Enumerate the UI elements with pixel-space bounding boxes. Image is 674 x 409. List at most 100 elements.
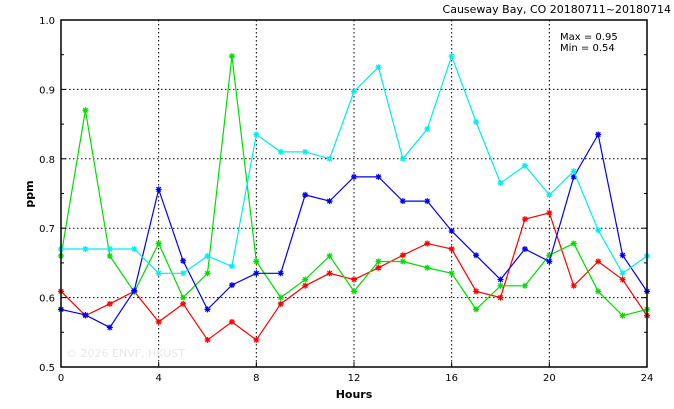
data-point — [521, 162, 528, 169]
data-point — [473, 288, 480, 295]
data-point — [521, 216, 528, 223]
data-point — [595, 258, 602, 265]
y-tick-label: 0.8 — [39, 155, 55, 166]
data-point — [326, 252, 333, 259]
data-point — [106, 252, 113, 259]
chart-title: Causeway Bay, CO 20180711~20180714 — [443, 3, 671, 16]
data-point — [277, 300, 284, 307]
data-point — [131, 246, 138, 253]
data-point — [326, 155, 333, 162]
series-group — [58, 53, 650, 343]
data-point — [253, 270, 260, 277]
data-point — [424, 198, 431, 205]
data-point — [521, 282, 528, 289]
data-point — [570, 173, 577, 180]
data-point — [546, 191, 553, 198]
x-tick-label: 4 — [155, 373, 161, 384]
data-point — [424, 240, 431, 247]
data-point — [375, 173, 382, 180]
data-point — [619, 312, 626, 319]
data-point — [228, 53, 235, 60]
data-point — [228, 263, 235, 270]
y-axis-label: ppm — [23, 180, 36, 207]
data-point — [448, 246, 455, 253]
data-point — [180, 270, 187, 277]
data-point — [595, 227, 602, 234]
y-tick-label: 0.7 — [39, 224, 55, 235]
data-point — [497, 276, 504, 283]
axis-ticks: 0 4 8 12 16 20 24 0.5 0.6 0.7 0.8 0.9 1.0 — [39, 16, 653, 384]
data-point — [424, 264, 431, 271]
data-point — [473, 119, 480, 126]
grid — [61, 20, 647, 367]
data-point — [204, 270, 211, 277]
data-point — [253, 336, 260, 343]
data-point — [180, 300, 187, 307]
x-tick-label: 24 — [641, 373, 654, 384]
data-point — [619, 270, 626, 277]
data-point — [326, 270, 333, 277]
data-point — [399, 252, 406, 259]
data-point — [351, 173, 357, 180]
data-point — [302, 191, 309, 198]
series-line — [60, 132, 648, 329]
data-point — [619, 276, 626, 283]
data-point — [82, 246, 89, 253]
data-point — [180, 257, 187, 264]
data-point — [277, 294, 284, 301]
data-point — [155, 318, 162, 325]
data-point — [448, 53, 455, 60]
data-point — [204, 336, 211, 343]
data-point — [424, 125, 431, 132]
data-point — [277, 270, 284, 277]
data-point — [375, 258, 382, 265]
data-point — [521, 246, 528, 253]
data-point — [204, 306, 211, 313]
data-point — [497, 180, 504, 187]
data-point — [180, 294, 187, 301]
data-point — [375, 264, 382, 271]
data-point — [155, 270, 162, 277]
x-tick-label: 16 — [445, 373, 458, 384]
data-point — [473, 306, 480, 313]
data-point — [302, 282, 309, 289]
data-point — [595, 131, 602, 138]
data-point — [204, 252, 211, 259]
data-point — [302, 148, 309, 155]
data-point — [351, 276, 357, 283]
data-point — [546, 252, 553, 259]
data-point — [326, 198, 333, 205]
data-point — [253, 258, 260, 265]
watermark: © 2026 ENVF, HKUST — [66, 347, 185, 360]
x-axis-label: Hours — [336, 388, 373, 401]
data-point — [375, 64, 382, 71]
x-tick-label: 20 — [543, 373, 556, 384]
data-point — [570, 240, 577, 247]
y-tick-label: 0.6 — [39, 294, 55, 305]
data-point — [351, 288, 357, 295]
data-point — [351, 88, 357, 95]
data-point — [497, 282, 504, 289]
data-point — [546, 209, 553, 216]
data-point — [619, 252, 626, 259]
x-tick-label: 0 — [58, 373, 64, 384]
data-point — [106, 246, 113, 253]
y-tick-label: 0.5 — [39, 363, 55, 374]
data-point — [473, 252, 480, 259]
data-point — [277, 148, 284, 155]
data-point — [82, 311, 89, 318]
data-point — [399, 258, 406, 265]
data-point — [155, 186, 162, 193]
x-tick-label: 8 — [253, 373, 259, 384]
y-tick-label: 1.0 — [39, 16, 55, 27]
data-point — [228, 318, 235, 325]
data-point — [399, 198, 406, 205]
data-point — [131, 287, 138, 294]
max-annotation: Max = 0.95 — [560, 32, 618, 43]
data-point — [106, 300, 113, 307]
data-point — [228, 282, 235, 289]
data-point — [253, 131, 260, 138]
data-point — [82, 107, 89, 114]
